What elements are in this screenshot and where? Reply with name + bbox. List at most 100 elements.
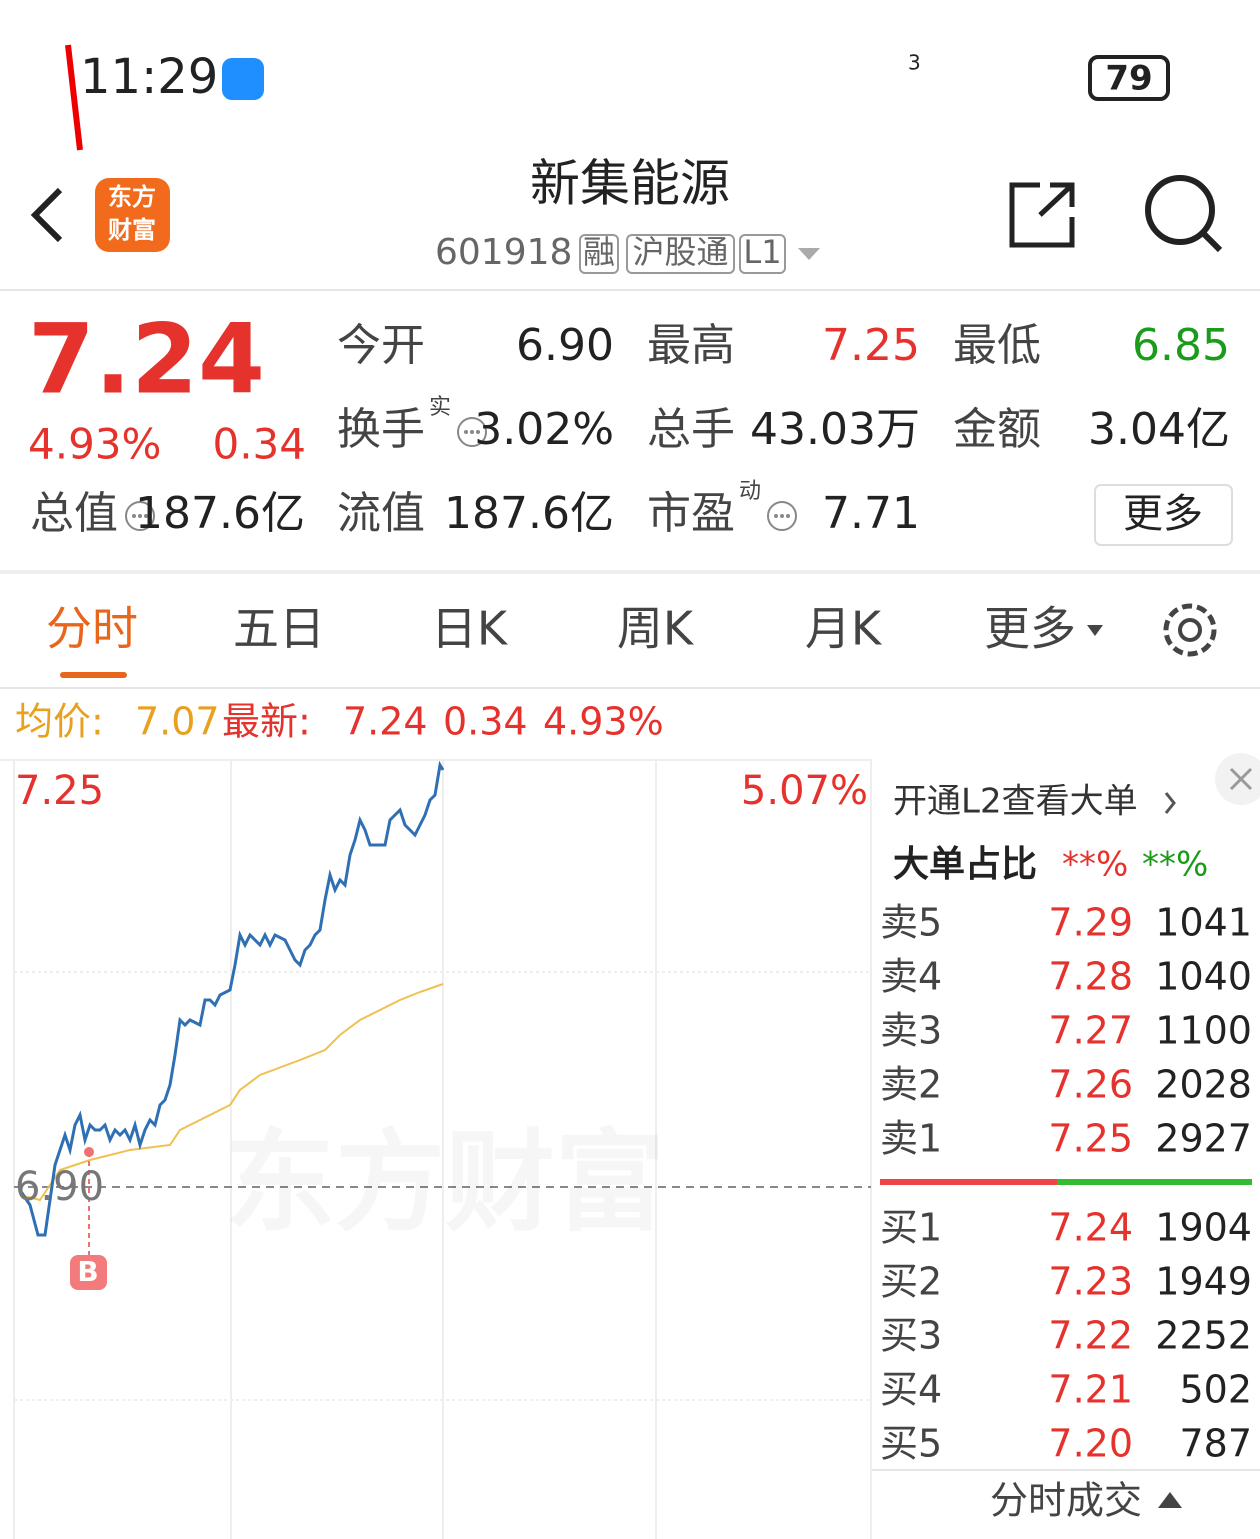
- marker-dot: [84, 1147, 94, 1157]
- tag-box: [626, 234, 735, 274]
- more-button-label[interactable]: 更多: [1123, 491, 1203, 537]
- stat-label: 最低: [953, 320, 1041, 371]
- book-level: 卖1: [880, 1117, 942, 1161]
- tab-underline: [60, 672, 127, 678]
- big-order-buy: **%: [1142, 845, 1208, 885]
- tag-box: [739, 234, 786, 274]
- stat-label: 总值: [30, 488, 118, 539]
- stock-tag: 融: [583, 233, 615, 271]
- book-price: 7.27: [1048, 1009, 1133, 1053]
- price-base-label: 6.90: [15, 1164, 104, 1210]
- book-volume: 1040: [1155, 955, 1252, 999]
- tab[interactable]: 分时: [46, 602, 138, 656]
- tab[interactable]: 日K: [431, 602, 509, 656]
- stat-value: 7.25: [822, 320, 920, 371]
- stat-label: 市盈: [647, 488, 735, 539]
- close-button[interactable]: [1215, 753, 1260, 805]
- share-button[interactable]: [1009, 182, 1075, 248]
- stat-value: 6.90: [516, 320, 614, 371]
- stat-value: 7.71: [822, 488, 920, 539]
- book-level: 买2: [880, 1260, 942, 1304]
- avg-price-line: [19, 983, 444, 1202]
- stat-label: 总手: [647, 404, 735, 455]
- latest-label: 最新:: [222, 700, 311, 744]
- stat-superscript: 实: [429, 395, 451, 420]
- change-percent: 4.93%: [28, 420, 161, 469]
- stock-name: 新集能源: [530, 155, 730, 213]
- percent-high-label: 5.07%: [741, 768, 868, 814]
- book-volume: 1100: [1155, 1009, 1252, 1053]
- stock-tag: L1: [743, 233, 781, 271]
- book-level: 买1: [880, 1206, 942, 1250]
- book-price: 7.22: [1048, 1314, 1133, 1358]
- book-price: 7.24: [1048, 1206, 1133, 1250]
- stat-value: 3.02%: [474, 404, 614, 455]
- info-icon[interactable]: [767, 501, 797, 531]
- back-button[interactable]: [30, 187, 63, 243]
- buy-bar: [1057, 1179, 1252, 1185]
- buy-marker-label[interactable]: B: [77, 1255, 98, 1288]
- book-price: 7.26: [1048, 1063, 1133, 1107]
- stat-value: 6.85: [1132, 320, 1230, 371]
- price-line: [18, 760, 445, 1237]
- book-level: 卖5: [880, 901, 942, 945]
- book-volume: 2252: [1155, 1314, 1252, 1358]
- tab[interactable]: 五日: [233, 602, 325, 656]
- l2-promo[interactable]: 开通L2查看大单: [893, 782, 1138, 822]
- stock-tag: 沪股通: [632, 233, 728, 271]
- book-level: 买4: [880, 1368, 942, 1412]
- stat-label: 金额: [953, 404, 1041, 455]
- book-volume: 1904: [1155, 1206, 1252, 1250]
- chevron: [1164, 792, 1176, 814]
- logo-text: 东方: [108, 183, 156, 211]
- settings-button[interactable]: [1163, 603, 1217, 657]
- dropdown-arrow[interactable]: [1087, 625, 1103, 636]
- dropdown-arrow[interactable]: [798, 248, 820, 260]
- divider: [0, 570, 1260, 574]
- logo-text: 财富: [108, 216, 156, 244]
- stat-label: 换手: [337, 404, 425, 455]
- book-level: 买3: [880, 1314, 942, 1358]
- book-level: 卖2: [880, 1063, 942, 1107]
- book-volume: 1041: [1155, 901, 1252, 945]
- price-high-label: 7.25: [15, 768, 104, 814]
- app-logo: [95, 178, 170, 252]
- battery-level: 79: [1105, 59, 1152, 99]
- chart-grid: [0, 759, 872, 1539]
- book-volume: 787: [1179, 1422, 1252, 1466]
- book-price: 7.28: [1048, 955, 1133, 999]
- stat-label: 今开: [337, 320, 425, 371]
- book-volume: 2028: [1155, 1063, 1252, 1107]
- current-price: 7.24: [28, 303, 265, 415]
- book-level: 卖4: [880, 955, 942, 999]
- stat-value: 187.6亿: [135, 488, 305, 539]
- stat-value: 187.6亿: [444, 488, 614, 539]
- tab[interactable]: 更多: [984, 602, 1076, 656]
- big-order-sell: **%: [1062, 845, 1128, 885]
- stat-value: 3.04亿: [1088, 404, 1230, 455]
- buy-marker[interactable]: [70, 1255, 107, 1290]
- info-icon[interactable]: [457, 417, 487, 447]
- trades-toggle[interactable]: 分时成交: [990, 1479, 1142, 1523]
- avg-price: 7.07: [135, 700, 220, 744]
- latest-change: 0.34: [443, 700, 528, 744]
- book-price: 7.20: [1048, 1422, 1133, 1466]
- watermark: 东方财富: [225, 1118, 665, 1246]
- book-volume: 502: [1179, 1368, 1252, 1412]
- book-price: 7.25: [1048, 1117, 1133, 1161]
- book-price: 7.23: [1048, 1260, 1133, 1304]
- expand-arrow[interactable]: [1158, 1492, 1182, 1508]
- info-icon[interactable]: [125, 501, 155, 531]
- latest-change-percent: 4.93%: [543, 700, 664, 744]
- book-level: 买5: [880, 1422, 942, 1466]
- big-order-label: 大单占比: [893, 844, 1037, 885]
- search-button[interactable]: [1145, 175, 1223, 253]
- book-volume: 1949: [1155, 1260, 1252, 1304]
- stat-superscript: 动: [739, 479, 761, 504]
- more-button[interactable]: [1094, 484, 1233, 546]
- tab[interactable]: 月K: [805, 602, 883, 656]
- tab[interactable]: 周K: [617, 602, 695, 656]
- book-level: 卖3: [880, 1009, 942, 1053]
